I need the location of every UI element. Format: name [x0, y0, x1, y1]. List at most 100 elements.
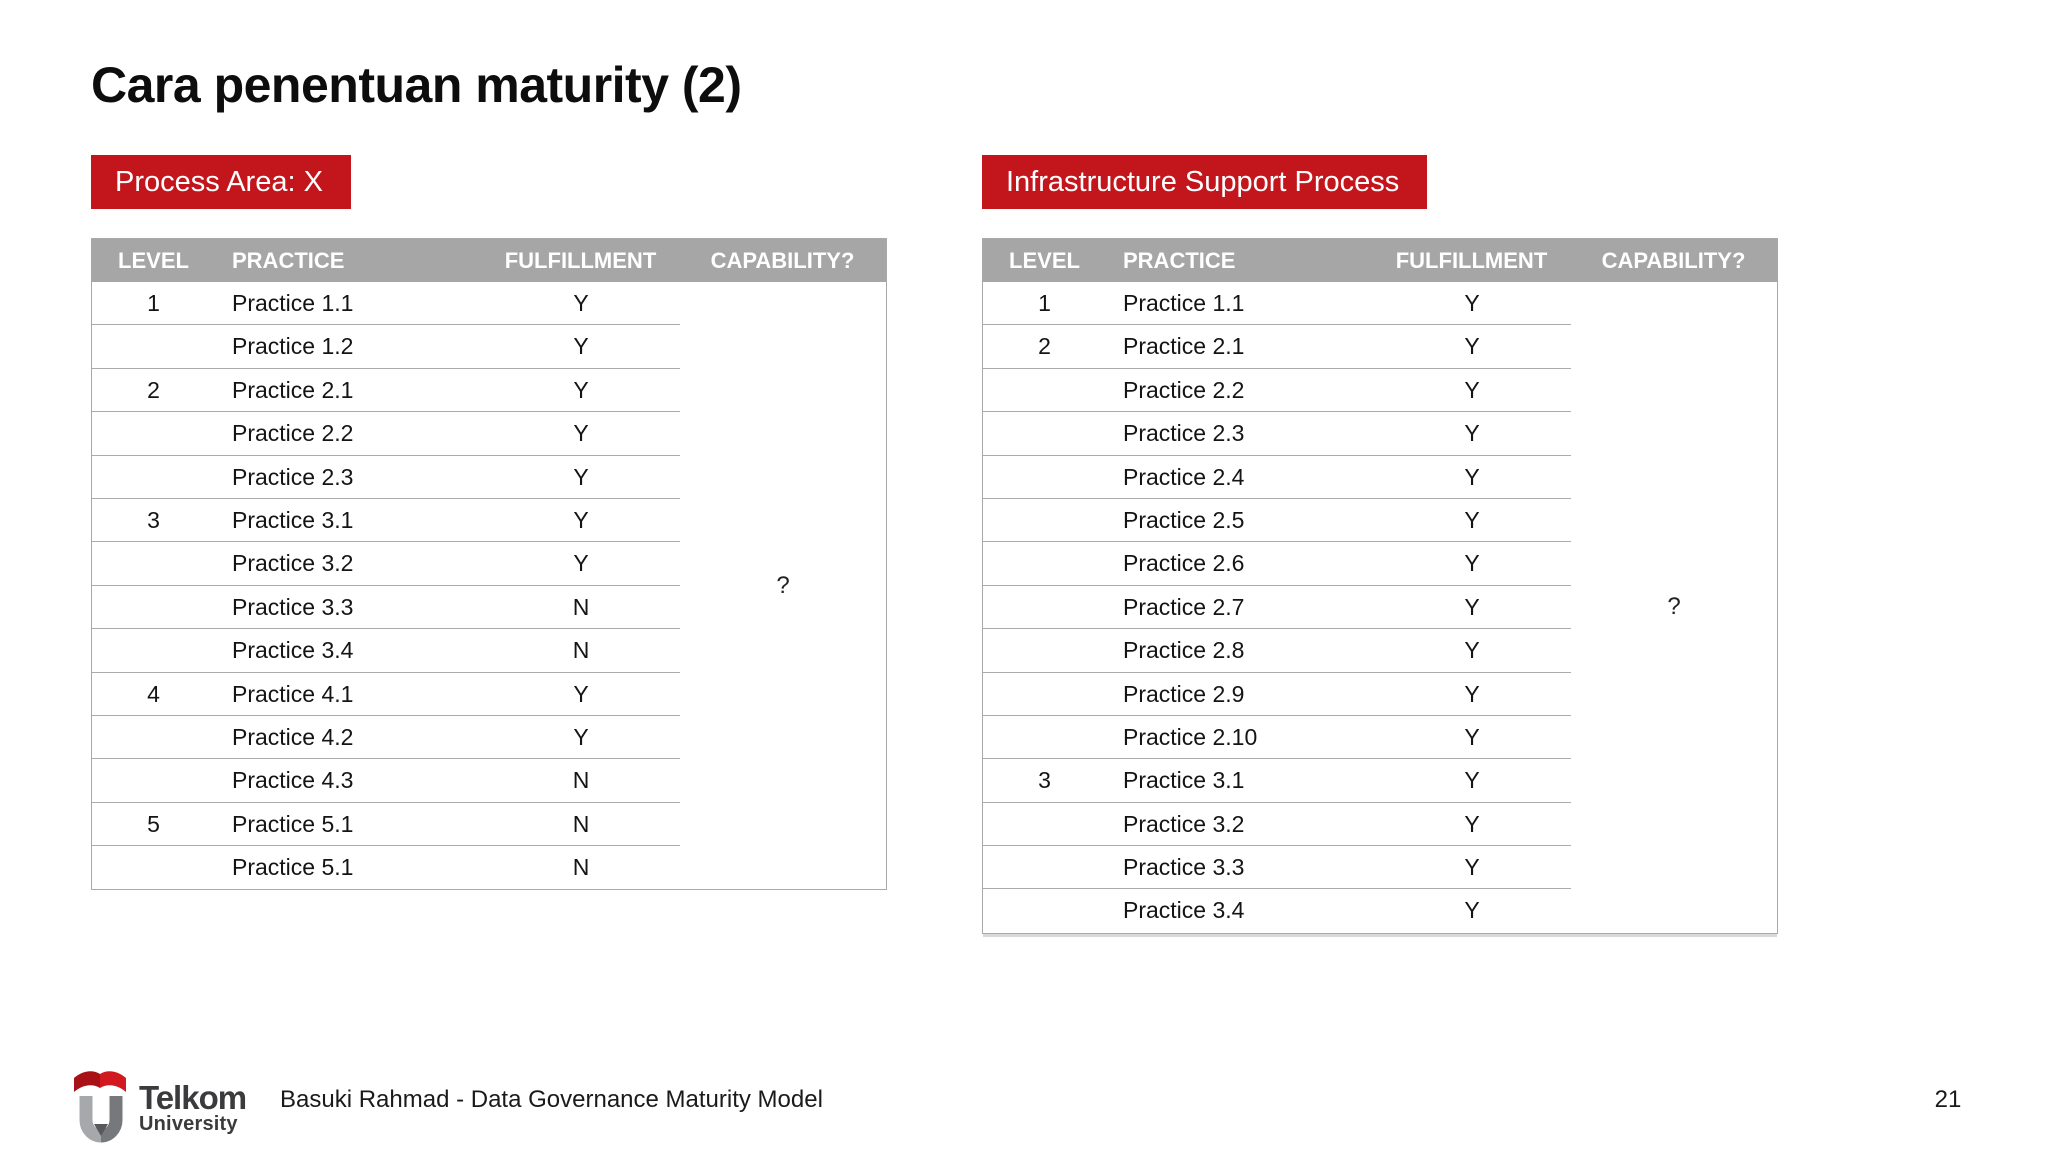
fulfillment-cell: Y — [1464, 290, 1480, 316]
practice-cell: Practice 2.1 — [1123, 333, 1245, 360]
table-row: Practice 2.6 Y — [983, 542, 1571, 586]
fulfillment-cell: Y — [1464, 463, 1480, 490]
level-cell — [983, 456, 1106, 498]
level-cell — [983, 889, 1106, 932]
level-cell: 2 — [1038, 333, 1051, 360]
level-cell: 3 — [147, 506, 160, 533]
table-row: Practice 3.3 N — [92, 586, 680, 630]
practice-cell: Practice 2.4 — [1123, 463, 1245, 490]
practice-cell: Practice 5.1 — [232, 810, 354, 837]
column-header-level: LEVEL — [1009, 248, 1080, 273]
fulfillment-cell: Y — [573, 420, 589, 447]
level-cell — [92, 759, 215, 801]
column-header-practice: PRACTICE — [1123, 248, 1236, 273]
level-cell — [92, 542, 215, 584]
practice-cell: Practice 3.3 — [232, 593, 354, 620]
logo-text: Telkom University — [139, 1079, 247, 1148]
level-cell: 4 — [147, 680, 160, 707]
practice-cell: Practice 2.5 — [1123, 506, 1245, 533]
practice-cell: Practice 3.4 — [1123, 897, 1245, 924]
practice-cell: Practice 3.4 — [232, 637, 354, 664]
level-cell — [983, 846, 1106, 888]
column-header-fulfillment: FULFILLMENT — [504, 248, 657, 273]
level-cell — [983, 673, 1106, 715]
logo-u-notch — [94, 1124, 108, 1136]
fulfillment-cell: N — [572, 637, 590, 664]
level-cell — [92, 456, 215, 498]
logo-university-label: University — [139, 1113, 238, 1135]
fulfillment-cell: Y — [573, 723, 589, 750]
fulfillment-cell: Y — [573, 463, 589, 490]
infrastructure-table: LEVEL PRACTICE FULFILLMENT CAPABILITY? 1… — [982, 238, 1778, 934]
level-cell — [983, 499, 1106, 541]
table-row: Practice 2.7 Y — [983, 586, 1571, 630]
table-body: 1 Practice 1.1 Y 2 Practice 2.1 Y Practice 2.2… — [983, 282, 1777, 933]
practice-cell: Practice 2.6 — [1123, 550, 1245, 577]
level-cell — [92, 412, 215, 454]
column-header-practice: PRACTICE — [232, 248, 345, 273]
process-area-table: LEVEL PRACTICE FULFILLMENT CAPABILITY? 1… — [91, 238, 887, 891]
fulfillment-cell: Y — [573, 376, 589, 403]
fulfillment-cell: Y — [1464, 637, 1480, 664]
infrastructure-panel: Infrastructure Support Process LEVEL PRA… — [982, 155, 1778, 934]
table-row: Practice 2.4 Y — [983, 456, 1571, 499]
table-row: 1 Practice 1.1 Y — [983, 282, 1571, 326]
fulfillment-cell: Y — [1464, 767, 1480, 794]
table-row: 5 Practice 5.1 N — [92, 803, 680, 847]
level-cell — [983, 716, 1106, 758]
practice-cell: Practice 4.1 — [232, 680, 354, 707]
table-row: Practice 2.5 Y — [983, 499, 1571, 543]
table-row: Practice 5.1 N — [92, 846, 680, 889]
table-row: Practice 2.9 Y — [983, 673, 1571, 716]
column-header-capability: CAPABILITY? — [710, 248, 855, 273]
practice-cell: Practice 1.1 — [232, 290, 354, 316]
level-cell — [983, 803, 1106, 845]
table-row: Practice 2.2 Y — [92, 412, 680, 456]
practice-cell: Practice 3.1 — [1123, 767, 1245, 794]
table-row: Practice 3.2 Y — [92, 542, 680, 586]
logo-book-left — [74, 1071, 100, 1092]
practice-cell: Practice 5.1 — [232, 854, 354, 881]
fulfillment-cell: Y — [1464, 550, 1480, 577]
table-header-row: LEVEL PRACTICE FULFILLMENT CAPABILITY? — [983, 239, 1777, 282]
fulfillment-cell: Y — [573, 680, 589, 707]
level-cell — [983, 629, 1106, 671]
fulfillment-cell: Y — [1464, 854, 1480, 881]
fulfillment-cell: Y — [1464, 420, 1480, 447]
fulfillment-cell: Y — [1464, 593, 1480, 620]
fulfillment-cell: N — [572, 854, 590, 881]
fulfillment-cell: Y — [1464, 376, 1480, 403]
table-header-row: LEVEL PRACTICE FULFILLMENT CAPABILITY? — [92, 239, 886, 282]
page-number: 21 — [1934, 1086, 1962, 1113]
table-body: 1 Practice 1.1 Y Practice 1.2 Y 2 Practice 2.1… — [92, 282, 886, 889]
table-row: 2 Practice 2.1 Y — [92, 369, 680, 413]
fulfillment-cell: N — [572, 593, 590, 620]
table-row: Practice 3.3 Y — [983, 846, 1571, 890]
telkom-logo-mark — [74, 1071, 126, 1143]
fulfillment-cell: Y — [1464, 506, 1480, 533]
level-cell — [983, 542, 1106, 584]
level-cell — [92, 716, 215, 758]
practice-cell: Practice 3.2 — [1123, 810, 1245, 837]
table-row: 2 Practice 2.1 Y — [983, 325, 1571, 369]
practice-cell: Practice 4.2 — [232, 723, 354, 750]
logo-book-right — [100, 1071, 126, 1092]
table-row: Practice 2.3 Y — [983, 412, 1571, 456]
practice-cell: Practice 3.3 — [1123, 854, 1245, 881]
practice-cell: Practice 2.8 — [1123, 637, 1245, 664]
table-row: Practice 1.2 Y — [92, 325, 680, 369]
level-cell — [92, 325, 215, 367]
fulfillment-cell: Y — [1464, 333, 1480, 360]
logo-telkom-label: Telkom — [139, 1079, 247, 1116]
fulfillment-cell: Y — [573, 550, 589, 577]
practice-cell: Practice 3.2 — [232, 550, 354, 577]
practice-cell: Practice 2.10 — [1123, 723, 1258, 750]
table-row: 1 Practice 1.1 Y — [92, 282, 680, 326]
table-row: 3 Practice 3.1 Y — [92, 499, 680, 543]
practice-cell: Practice 4.3 — [232, 767, 354, 794]
table-row: 3 Practice 3.1 Y — [983, 759, 1571, 803]
table-row: Practice 4.2 Y — [92, 716, 680, 760]
table-row: Practice 2.3 Y — [92, 456, 680, 499]
practice-cell: Practice 3.1 — [232, 506, 354, 533]
